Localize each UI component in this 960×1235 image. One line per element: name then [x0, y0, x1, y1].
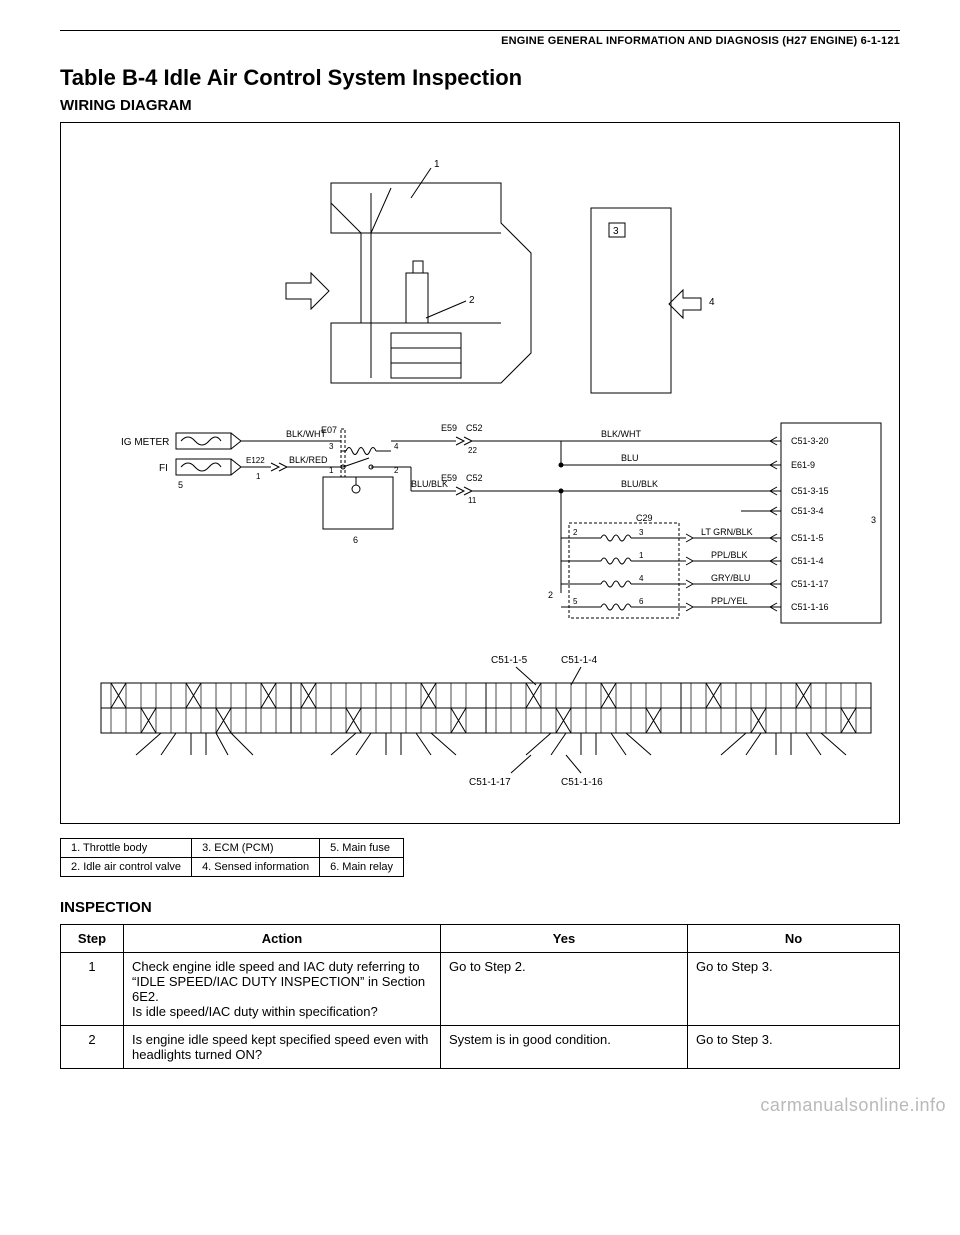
table-row-action: Check engine idle speed and IAC duty ref…	[124, 953, 441, 1026]
inspection-subhead: INSPECTION	[60, 899, 900, 916]
label-fi: FI	[159, 463, 168, 474]
legend-cell: 3. ECM (PCM)	[192, 839, 320, 858]
legend-cell: 1. Throttle body	[61, 839, 192, 858]
label-e07: E07	[321, 425, 337, 435]
pin-1: 1	[329, 466, 334, 475]
label-ig-meter: IG METER	[121, 437, 169, 448]
table-row-step: 1	[61, 953, 124, 1026]
term-c51-3-20: C51-3-20	[791, 436, 829, 446]
label-c29: C29	[636, 513, 653, 523]
th-no: No	[688, 925, 900, 953]
callout-4: 4	[709, 297, 715, 308]
callout-2: 2	[469, 295, 475, 306]
label-c52a: C52	[466, 423, 483, 433]
sens-6: 6	[639, 597, 644, 606]
term-c51-1-4: C51-1-4	[791, 556, 824, 566]
callout-6: 6	[353, 535, 358, 545]
table-row-no: Go to Step 3.	[688, 953, 900, 1026]
pin-4: 4	[394, 442, 399, 451]
label-ppl-yel: PPL/YEL	[711, 596, 748, 606]
label-blk-red: BLK/RED	[289, 455, 328, 465]
page-header: ENGINE GENERAL INFORMATION AND DIAGNOSIS…	[60, 35, 900, 47]
table-row-no: Go to Step 3.	[688, 1026, 900, 1069]
page-title: Table B-4 Idle Air Control System Inspec…	[60, 65, 900, 91]
legend-table: 1. Throttle body 3. ECM (PCM) 5. Main fu…	[60, 838, 404, 877]
pin-3: 3	[329, 442, 334, 451]
term-c51-1-5: C51-1-5	[791, 533, 824, 543]
label-lt-grn-blk: LT GRN/BLK	[701, 527, 753, 537]
wiring-diagram-frame: 1 2 4 3 IG METER	[60, 122, 900, 824]
label-blk-wht2: BLK/WHT	[601, 429, 642, 439]
conn-top-c51-1-5: C51-1-5	[491, 655, 528, 666]
label-gry-blu: GRY/BLU	[711, 573, 750, 583]
term-c51-3-4: C51-3-4	[791, 506, 824, 516]
watermark: carmanualsonline.info	[0, 1089, 960, 1122]
label-ppl-blk: PPL/BLK	[711, 550, 748, 560]
sens-5: 5	[573, 597, 578, 606]
label-11: 11	[468, 496, 477, 505]
label-e122: E122	[246, 456, 265, 465]
legend-cell: 5. Main fuse	[320, 839, 404, 858]
conn-bot-c51-1-16: C51-1-16	[561, 777, 603, 788]
th-step: Step	[61, 925, 124, 953]
label-blu: BLU	[621, 453, 639, 463]
label-blu-blk2: BLU/BLK	[621, 479, 658, 489]
table-row-action: Is engine idle speed kept specified spee…	[124, 1026, 441, 1069]
table-row-yes: Go to Step 2.	[441, 953, 688, 1026]
callout-2b: 2	[548, 590, 553, 600]
callout-3: 3	[613, 226, 619, 237]
label-e59b: E59	[441, 473, 457, 483]
callout-3b: 3	[871, 515, 876, 525]
wiring-subhead: WIRING DIAGRAM	[60, 97, 900, 114]
sens-3: 3	[639, 528, 644, 537]
legend-cell: 2. Idle air control valve	[61, 858, 192, 877]
table-row-step: 2	[61, 1026, 124, 1069]
inspection-table: Step Action Yes No 1 Check engine idle s…	[60, 924, 900, 1069]
sens-4: 4	[639, 574, 644, 583]
th-action: Action	[124, 925, 441, 953]
th-yes: Yes	[441, 925, 688, 953]
sens-1: 1	[639, 551, 644, 560]
conn-top-c51-1-4: C51-1-4	[561, 655, 598, 666]
legend-cell: 6. Main relay	[320, 858, 404, 877]
label-e59a: E59	[441, 423, 457, 433]
term-c51-1-17: C51-1-17	[791, 579, 829, 589]
sens-2: 2	[573, 528, 578, 537]
label-c52b: C52	[466, 473, 483, 483]
term-c51-3-15: C51-3-15	[791, 486, 829, 496]
callout-5: 5	[178, 480, 183, 490]
label-22: 22	[468, 446, 477, 455]
callout-1: 1	[434, 159, 440, 170]
term-c51-1-16: C51-1-16	[791, 602, 829, 612]
legend-cell: 4. Sensed information	[192, 858, 320, 877]
term-e61-9: E61-9	[791, 460, 815, 470]
conn-bot-c51-1-17: C51-1-17	[469, 777, 511, 788]
label-e122-1: 1	[256, 472, 261, 481]
table-row-yes: System is in good condition.	[441, 1026, 688, 1069]
wiring-diagram-svg: 1 2 4 3 IG METER	[61, 123, 900, 823]
